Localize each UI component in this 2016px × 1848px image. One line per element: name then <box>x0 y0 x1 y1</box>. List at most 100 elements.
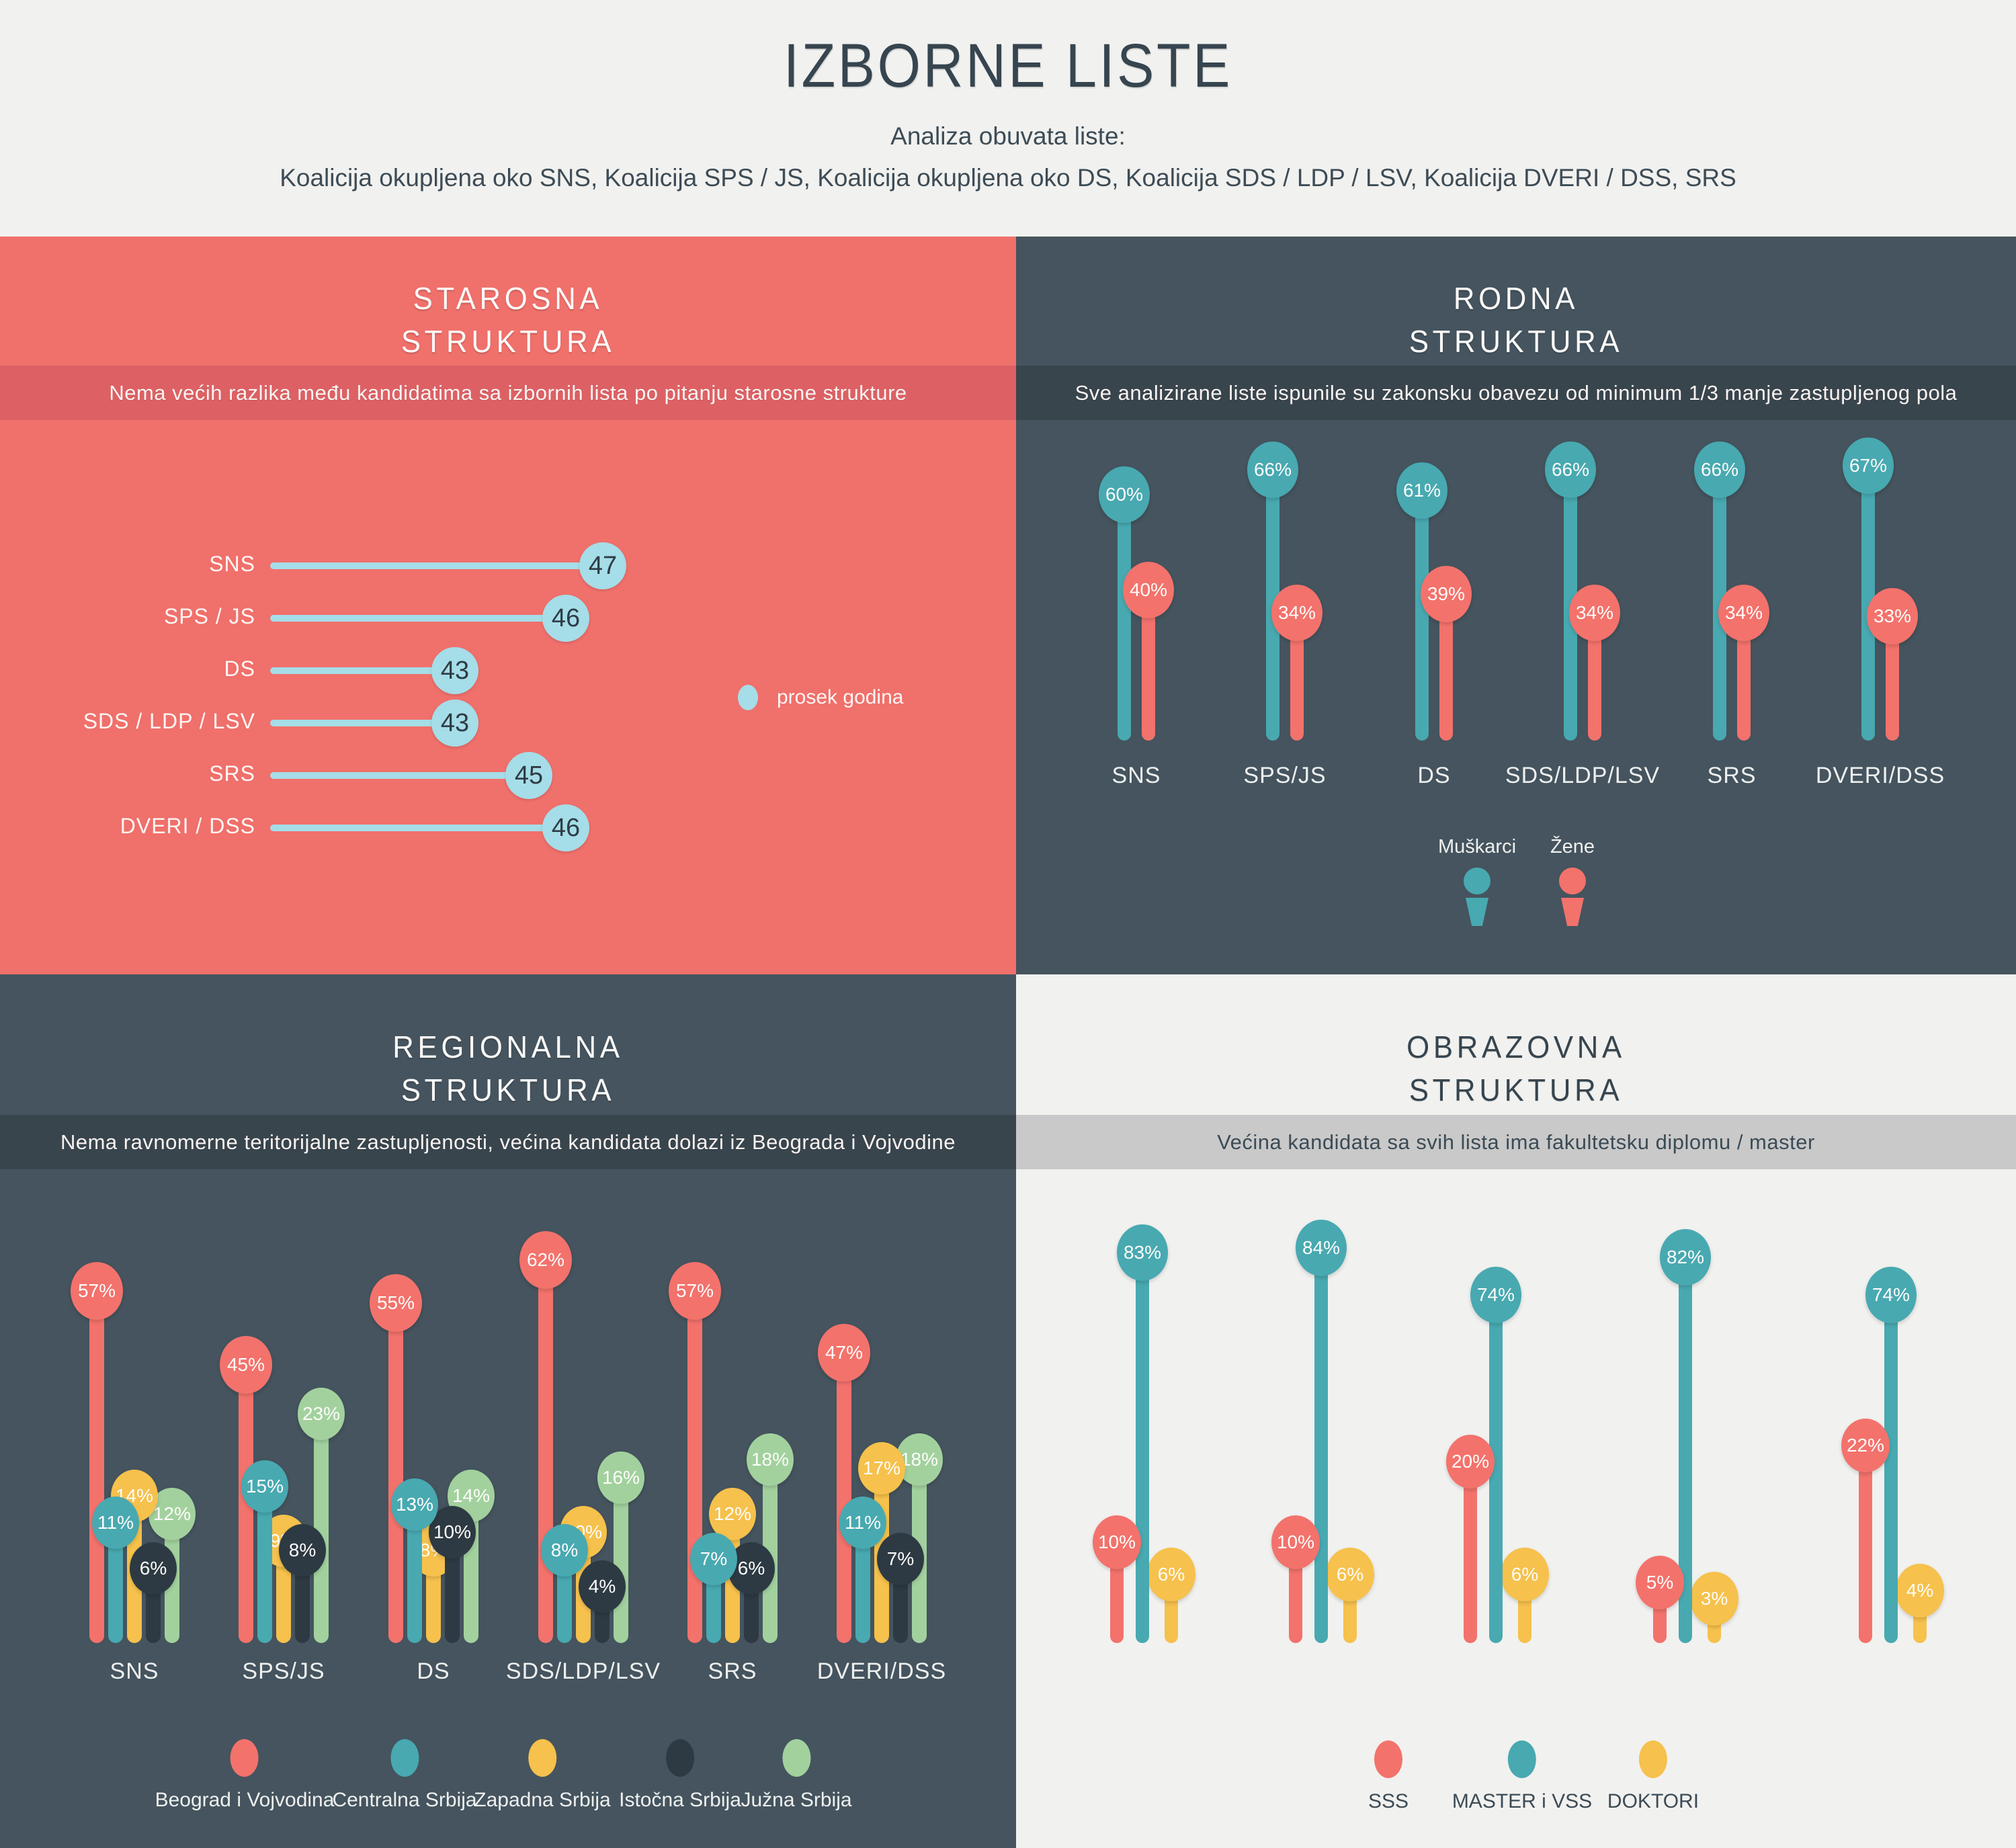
education-stem-1-4 <box>1884 1295 1898 1643</box>
gender-bubble-0-3: 66% <box>1545 442 1596 498</box>
age-line <box>270 562 603 569</box>
age-value-dot: 43 <box>431 700 478 747</box>
regional-stem-1-5 <box>855 1523 870 1643</box>
quadrant-regional-structure: REGIONALNA STRUKTURA Nema ravnomerne ter… <box>0 974 1016 1848</box>
quadrant-age-structure: STAROSNA STRUKTURA Nema većih razlika me… <box>0 237 1016 974</box>
age-value-dot: 45 <box>505 752 552 799</box>
gender-category-label: SNS <box>1111 763 1161 788</box>
age-value-dot: 43 <box>431 647 478 694</box>
regional-bubble-3-3: 4% <box>579 1560 626 1613</box>
gender-bubble-0-0: 60% <box>1099 466 1150 523</box>
women-legend-label: Žene <box>1550 836 1595 857</box>
regional-legend-item: Južna Srbija <box>741 1739 852 1812</box>
legend-dot-icon <box>782 1739 810 1777</box>
gender-category-label: SDS/LDP/LSV <box>1505 763 1661 788</box>
regional-stem-4-4 <box>763 1460 778 1643</box>
age-category-label: DVERI / DSS <box>120 814 255 838</box>
regional-bubble-2-4: 12% <box>709 1488 756 1540</box>
gender-category-label: SRS <box>1707 763 1757 788</box>
education-title-line2: STRUKTURA <box>1409 1073 1624 1107</box>
regional-title: REGIONALNA STRUKTURA <box>26 1025 991 1111</box>
regional-stem-1-0 <box>108 1523 123 1643</box>
regional-banner: Nema ravnomerne teritorijalne zastupljen… <box>0 1115 1016 1169</box>
education-legend-item: SSS <box>1368 1740 1409 1813</box>
education-bubble-2-4: 4% <box>1896 1564 1944 1618</box>
education-bubble-1-4: 74% <box>1865 1267 1917 1323</box>
coalitions-line: Koalicija okupljena oko SNS, Koalicija S… <box>280 164 1736 192</box>
age-legend-label: prosek godina <box>777 686 904 708</box>
age-value-dot: 46 <box>542 804 589 851</box>
regional-bubble-1-0: 11% <box>92 1497 139 1549</box>
age-line <box>270 825 566 831</box>
education-bubble-0-2: 20% <box>1446 1435 1495 1488</box>
regional-category-label: SPS/JS <box>242 1658 325 1684</box>
gender-title: RODNA STRUKTURA <box>1041 277 1991 363</box>
regional-bubble-1-1: 15% <box>241 1460 288 1513</box>
regional-stem-1-1 <box>257 1486 272 1643</box>
gender-title-line2: STRUKTURA <box>1409 324 1624 359</box>
education-bubble-0-3: 5% <box>1636 1556 1684 1609</box>
gender-stem-1-3 <box>1588 613 1601 741</box>
regional-stem-0-1 <box>239 1365 253 1643</box>
gender-stem-1-5 <box>1886 616 1899 741</box>
regional-stem-0-0 <box>89 1291 104 1643</box>
gender-stem-1-2 <box>1439 594 1453 741</box>
gender-bubble-1-0: 40% <box>1123 562 1174 618</box>
age-title: STAROSNA STRUKTURA <box>26 277 991 363</box>
regional-bubble-3-1: 8% <box>279 1524 326 1577</box>
gender-bubble-0-2: 61% <box>1396 462 1447 519</box>
education-stem-1-2 <box>1489 1295 1503 1643</box>
regional-bubble-0-2: 55% <box>370 1274 422 1332</box>
page-title: IZBORNE LISTE <box>784 32 1232 100</box>
age-line <box>270 720 455 726</box>
regional-bubble-0-4: 57% <box>669 1262 721 1320</box>
gender-bubble-0-5: 67% <box>1843 437 1894 494</box>
regional-category-label: DS <box>417 1658 450 1684</box>
female-person-icon <box>1557 868 1588 926</box>
gender-bubble-1-2: 39% <box>1421 566 1472 622</box>
regional-bubble-0-3: 62% <box>519 1231 572 1289</box>
regional-bubble-4-5: 18% <box>896 1433 943 1486</box>
age-category-label: SRS <box>209 761 255 786</box>
regional-category-label: DVERI/DSS <box>816 1658 947 1684</box>
men-legend-label: Muškarci <box>1437 836 1517 857</box>
gender-stem-1-0 <box>1142 590 1155 741</box>
age-line <box>270 615 566 622</box>
regional-bubble-1-5: 11% <box>839 1497 886 1549</box>
age-category-label: SPS / JS <box>163 604 255 628</box>
legend-dot-icon <box>1374 1740 1402 1778</box>
regional-bubble-2-5: 17% <box>858 1442 905 1495</box>
gender-banner-text: Sve analizirane liste ispunile su zakons… <box>1075 380 1958 405</box>
age-category-label: SNS <box>209 552 255 576</box>
legend-dot-icon <box>528 1739 556 1777</box>
regional-bubble-3-2: 10% <box>429 1506 476 1558</box>
regional-legend-item: Zapadna Srbija <box>474 1739 611 1812</box>
education-legend-item: MASTER i VSS <box>1452 1740 1592 1813</box>
legend-dot-icon <box>230 1739 259 1777</box>
quadrant-gender-structure: RODNA STRUKTURA Sve analizirane liste is… <box>1016 237 2016 974</box>
age-value-dot: 47 <box>579 542 626 589</box>
education-bubble-2-3: 3% <box>1690 1572 1738 1626</box>
gender-category-label: SPS/JS <box>1243 763 1327 788</box>
female-icon-head <box>1558 868 1586 894</box>
education-bubble-1-1: 84% <box>1296 1220 1347 1276</box>
education-bubble-0-0: 10% <box>1093 1515 1141 1569</box>
regional-title-line1: REGIONALNA <box>392 1030 624 1064</box>
regional-stem-0-3 <box>538 1260 553 1643</box>
gender-bubble-0-1: 66% <box>1247 442 1298 498</box>
education-stem-1-3 <box>1679 1257 1692 1643</box>
male-person-icon <box>1462 868 1493 926</box>
age-category-label: DS <box>224 657 255 681</box>
regional-bubble-1-3: 8% <box>541 1524 588 1577</box>
legend-dot-icon <box>1638 1740 1667 1778</box>
page-subtitle: Analiza obuvata liste: <box>890 122 1126 150</box>
age-legend: prosek godina <box>738 685 903 710</box>
education-title-line1: OBRAZOVNA <box>1406 1030 1626 1064</box>
regional-bubble-4-4: 18% <box>747 1433 794 1486</box>
age-title-line2: STRUKTURA <box>401 324 616 359</box>
education-stem-0-2 <box>1464 1462 1477 1643</box>
education-bubble-2-0: 6% <box>1147 1548 1195 1601</box>
regional-bubble-0-0: 57% <box>71 1262 123 1320</box>
gender-title-line1: RODNA <box>1453 281 1579 316</box>
regional-bubble-1-2: 13% <box>391 1478 438 1531</box>
